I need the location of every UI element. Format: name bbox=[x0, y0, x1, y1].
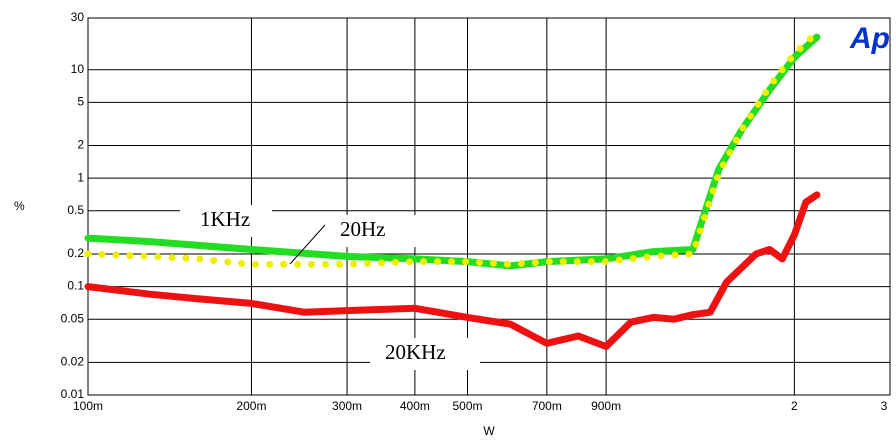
y-tick-label: 30 bbox=[71, 10, 85, 24]
series-line bbox=[84, 191, 821, 350]
label-box bbox=[325, 215, 420, 247]
y-tick-label: 1 bbox=[77, 170, 84, 184]
series-label: 20KHz bbox=[385, 340, 446, 364]
x-tick-label: 200m bbox=[236, 399, 266, 413]
x-tick-label: 300m bbox=[332, 399, 362, 413]
y-tick-label: 10 bbox=[71, 62, 85, 76]
x-tick-label: 900m bbox=[591, 399, 621, 413]
y-axis-label: % bbox=[14, 199, 25, 213]
x-tick-label: 400m bbox=[400, 399, 430, 413]
y-tick-label: 0.2 bbox=[67, 246, 84, 260]
label-box bbox=[180, 205, 272, 237]
y-tick-label: 2 bbox=[77, 138, 84, 152]
series-label: 1KHz bbox=[200, 207, 250, 231]
label-box bbox=[370, 338, 480, 370]
x-tick-label: 700m bbox=[532, 399, 562, 413]
y-tick-label: 0.1 bbox=[67, 279, 84, 293]
x-tick-label: 100m bbox=[73, 399, 103, 413]
x-tick-label: 3 bbox=[881, 399, 888, 413]
series-line bbox=[84, 29, 821, 268]
series-label: 20Hz bbox=[340, 217, 386, 241]
y-tick-label: 0.01 bbox=[61, 387, 85, 401]
leader-line bbox=[289, 224, 326, 265]
y-tick-label: 0.5 bbox=[67, 203, 84, 217]
x-tick-label: 2 bbox=[791, 399, 798, 413]
y-tick-label: 0.05 bbox=[61, 311, 85, 325]
y-tick-label: 5 bbox=[77, 95, 84, 109]
x-axis-label: W bbox=[483, 424, 495, 438]
logo: Ap bbox=[849, 22, 890, 55]
x-tick-label: 500m bbox=[452, 399, 482, 413]
y-tick-label: 0.02 bbox=[61, 355, 85, 369]
